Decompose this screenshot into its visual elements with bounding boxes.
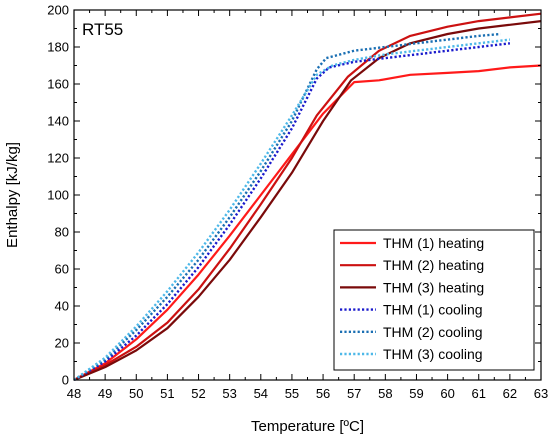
x-tick-label: 48 — [67, 386, 81, 401]
y-tick-label: 140 — [47, 114, 69, 129]
chart-annotation: RT55 — [82, 20, 123, 39]
x-tick-label: 54 — [254, 386, 268, 401]
series-line-3 — [73, 20, 542, 382]
y-tick-label: 160 — [47, 77, 69, 92]
y-axis-label: Enthalpy [kJ/kg] — [4, 142, 21, 248]
legend-label-2: THM (2) heating — [383, 257, 484, 273]
x-tick-label: 60 — [440, 386, 454, 401]
series-line-6 — [73, 38, 511, 381]
x-tick-label: 63 — [534, 386, 548, 401]
x-axis-ticks: 48 49 50 51 52 53 54 55 56 57 58 59 60 61 62 63 — [67, 10, 548, 401]
x-tick-label: 59 — [409, 386, 423, 401]
x-tick-label: 56 — [316, 386, 330, 401]
y-tick-label: 180 — [47, 40, 69, 55]
x-tick-label: 61 — [471, 386, 485, 401]
x-tick-label: 50 — [129, 386, 143, 401]
y-tick-label: 100 — [47, 188, 69, 203]
y-tick-label: 80 — [55, 225, 69, 240]
legend-label-1: THM (1) heating — [383, 235, 484, 251]
legend-box — [333, 229, 535, 371]
series-line-4 — [73, 42, 511, 382]
legend-label-4: THM (1) cooling — [383, 302, 483, 318]
x-tick-label: 55 — [285, 386, 299, 401]
x-tick-label: 49 — [98, 386, 112, 401]
y-tick-label: 0 — [62, 373, 69, 388]
y-axis-ticks: 0 20 40 60 80 100 120 140 160 180 200 — [47, 3, 541, 388]
x-tick-label: 52 — [191, 386, 205, 401]
x-tick-label: 62 — [503, 386, 517, 401]
series-line-1 — [73, 64, 542, 381]
x-tick-label: 53 — [222, 386, 236, 401]
y-tick-label: 40 — [55, 299, 69, 314]
legend: THM (1) heating THM (2) heating THM (3) he… — [333, 229, 535, 371]
y-tick-label: 200 — [47, 3, 69, 18]
legend-label-6: THM (3) cooling — [383, 346, 483, 362]
x-tick-label: 57 — [347, 386, 361, 401]
y-tick-label: 120 — [47, 151, 69, 166]
y-tick-label: 20 — [55, 336, 69, 351]
legend-label-3: THM (3) heating — [383, 279, 484, 295]
series-line-5 — [73, 32, 501, 382]
x-axis-label: Temperature [ºC] — [251, 418, 364, 435]
x-tick-label: 51 — [160, 386, 174, 401]
x-tick-label: 58 — [378, 386, 392, 401]
y-tick-label: 60 — [55, 262, 69, 277]
series-line-2 — [73, 12, 542, 381]
legend-label-5: THM (2) cooling — [383, 324, 483, 340]
